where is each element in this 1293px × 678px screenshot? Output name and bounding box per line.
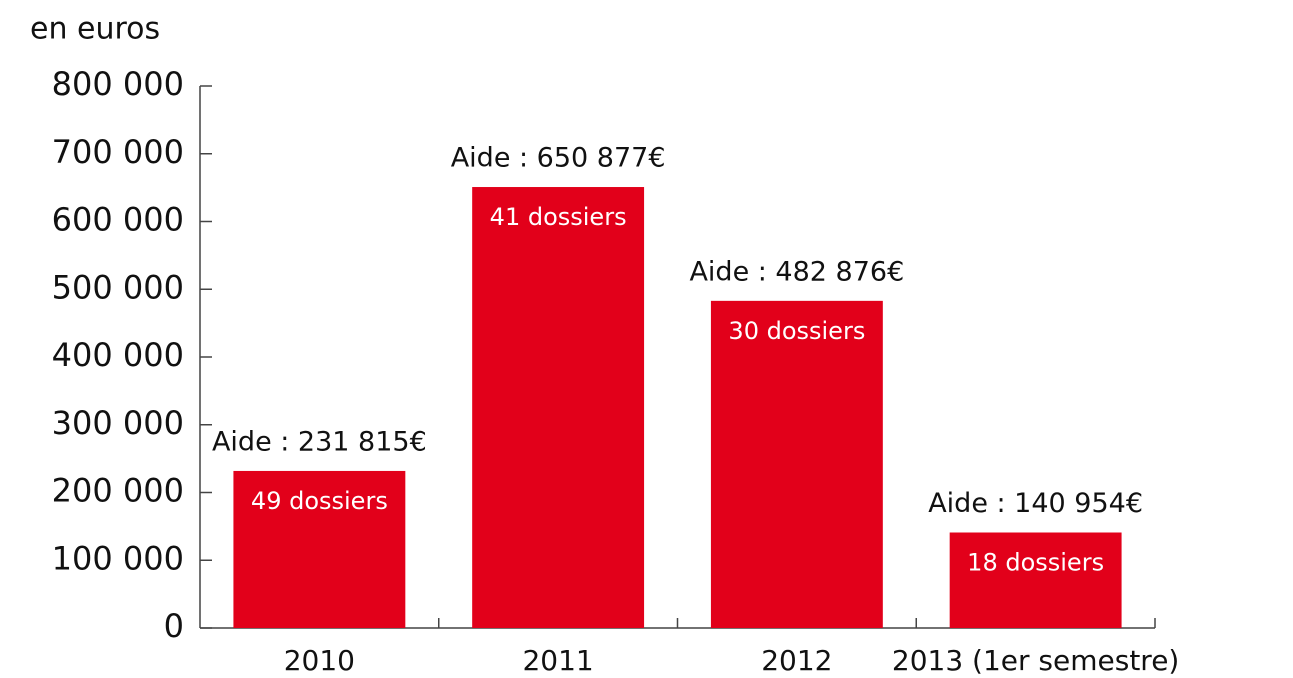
y-tick-label: 300 000 <box>52 404 184 442</box>
bar <box>710 300 883 628</box>
value-label: Aide : 650 877€ <box>451 143 666 174</box>
bar-annotation: 41 dossiers <box>490 203 627 231</box>
y-tick-label: 700 000 <box>52 133 184 171</box>
bar-annotation: 18 dossiers <box>967 549 1104 577</box>
value-label: Aide : 140 954€ <box>928 488 1143 519</box>
y-tick-label: 600 000 <box>52 201 184 239</box>
bar-annotation: 30 dossiers <box>728 317 865 345</box>
bar <box>949 532 1122 628</box>
x-tick-label: 2013 (1er semestre) <box>892 644 1179 677</box>
bar <box>472 187 645 629</box>
bar-annotation: 49 dossiers <box>251 487 388 515</box>
x-tick-label: 2011 <box>522 644 593 677</box>
y-tick-label: 100 000 <box>52 539 184 577</box>
y-tick-label: 500 000 <box>52 268 184 306</box>
y-axis-label: en euros <box>30 12 160 47</box>
y-tick-label: 800 000 <box>52 65 184 103</box>
bar <box>233 470 406 628</box>
x-tick-label: 2012 <box>761 644 832 677</box>
value-label: Aide : 482 876€ <box>689 256 904 287</box>
y-tick-label: 0 <box>164 607 184 645</box>
x-tick-label: 2010 <box>284 644 355 677</box>
y-tick-label: 400 000 <box>52 336 184 374</box>
value-label: Aide : 231 815€ <box>212 426 427 457</box>
y-tick-label: 200 000 <box>52 472 184 510</box>
